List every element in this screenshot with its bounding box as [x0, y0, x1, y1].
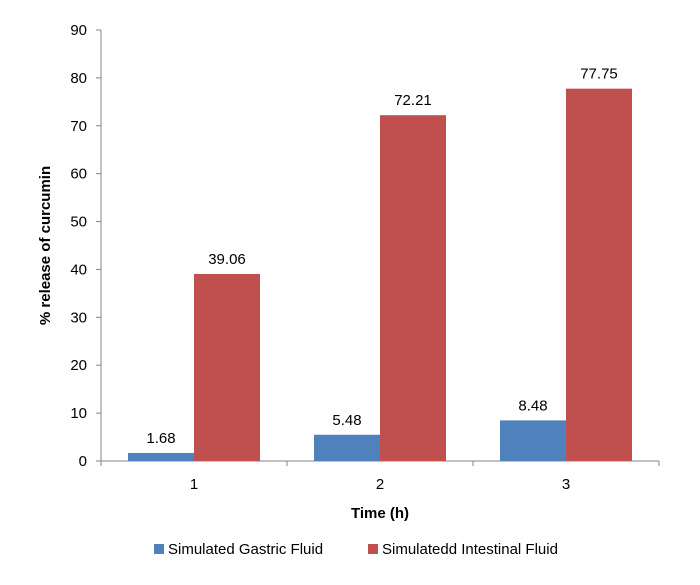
bar-series-1-cat-2 — [314, 434, 380, 461]
data-label-series-2-cat-1: 39.06 — [208, 251, 246, 268]
x-tick-label: 2 — [376, 476, 384, 493]
y-tick-label: 70 — [70, 118, 87, 135]
legend-swatch-series-1 — [154, 544, 164, 554]
bar-series-2-cat-2 — [380, 115, 446, 461]
x-tick-label: 3 — [562, 476, 570, 493]
y-axis-title: % release of curcumin — [37, 166, 54, 325]
bar-series-1-cat-3 — [500, 420, 566, 461]
data-label-series-2-cat-3: 77.75 — [580, 66, 618, 83]
bar-series-2-cat-3 — [566, 88, 632, 462]
y-tick-label: 20 — [70, 357, 87, 374]
legend: Simulated Gastric Fluid Simulatedd Intest… — [154, 541, 558, 558]
data-label-series-1-cat-2: 5.48 — [332, 412, 361, 429]
y-tick-label: 90 — [70, 22, 87, 39]
y-axis-ticks: 0 10 20 30 40 50 60 70 80 90 — [70, 22, 101, 470]
data-label-series-2-cat-2: 72.21 — [394, 92, 432, 109]
data-label-series-1-cat-1: 1.68 — [146, 430, 175, 447]
x-axis-title: Time (h) — [351, 505, 409, 522]
x-axis-ticks: 1 2 3 — [100, 461, 660, 493]
y-tick-label: 50 — [70, 214, 87, 231]
data-labels-group: 1.68 5.48 8.48 39.06 72.21 77.75 — [146, 66, 617, 447]
x-tick-label: 1 — [190, 476, 198, 493]
bar-series-1-cat-1 — [128, 452, 194, 461]
y-tick-label: 0 — [79, 453, 87, 470]
y-tick-label: 10 — [70, 405, 87, 422]
y-tick-label: 80 — [70, 70, 87, 87]
legend-label-series-2: Simulatedd Intestinal Fluid — [382, 541, 558, 558]
y-tick-label: 60 — [70, 166, 87, 183]
legend-label-series-1: Simulated Gastric Fluid — [168, 541, 323, 558]
bar-series-group — [128, 88, 632, 462]
y-tick-label: 40 — [70, 261, 87, 278]
bar-series-2-cat-1 — [194, 273, 260, 461]
y-tick-label: 30 — [70, 309, 87, 326]
data-label-series-1-cat-3: 8.48 — [518, 397, 547, 414]
legend-swatch-series-2 — [368, 544, 378, 554]
